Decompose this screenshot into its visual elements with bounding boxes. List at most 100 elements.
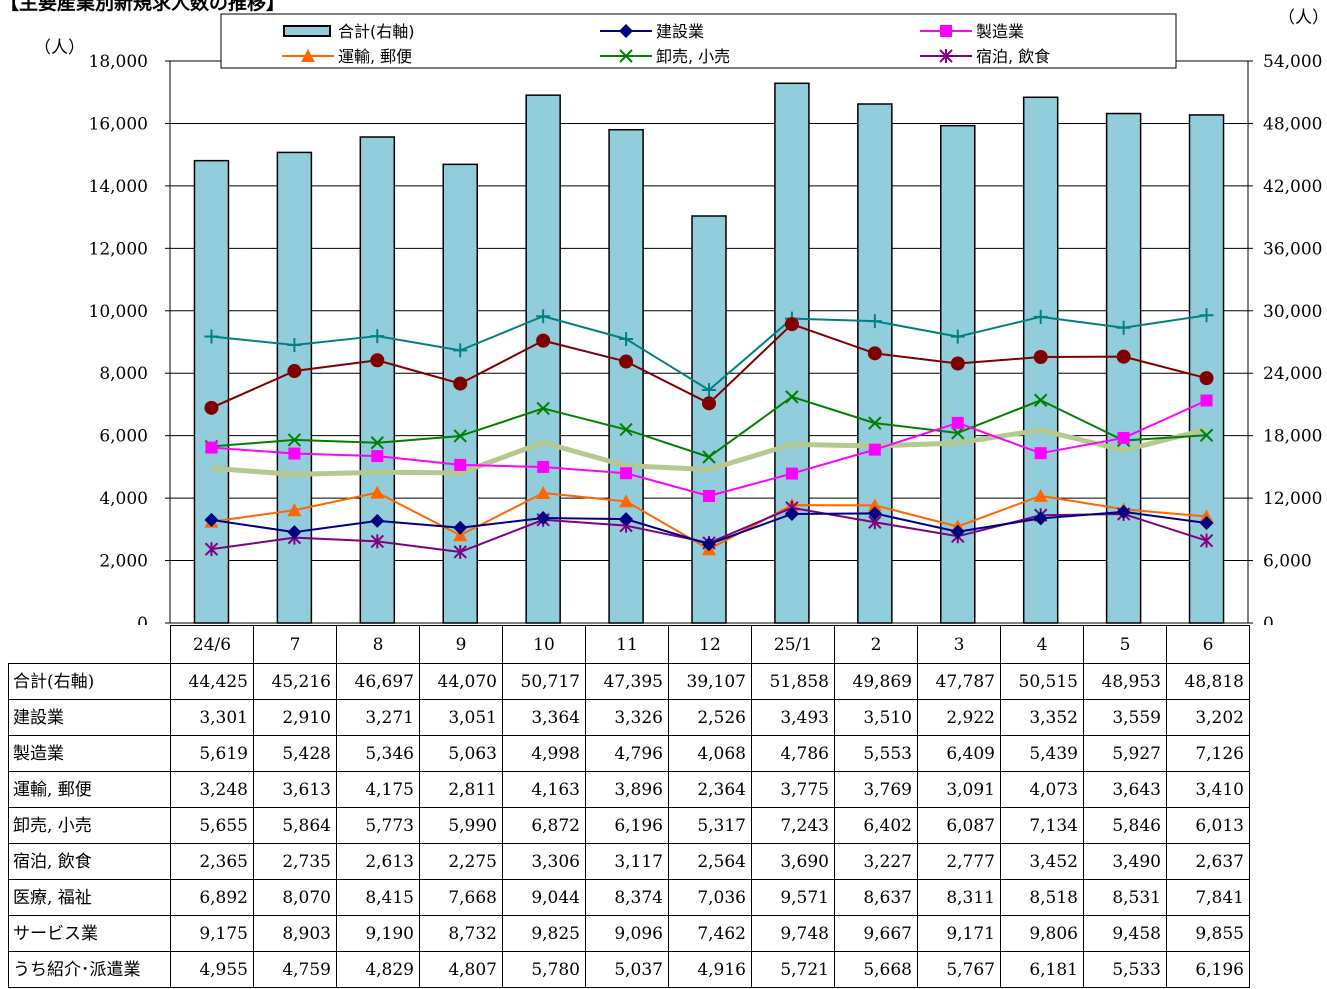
left-tick-label: 14,000 (89, 177, 148, 197)
table-cell: 48,818 (1166, 663, 1250, 700)
table-cell: 5,846 (1083, 807, 1167, 844)
point-lodging (204, 542, 219, 557)
table-cell: 3,559 (1083, 699, 1167, 736)
table-cell: 3,510 (834, 699, 918, 736)
point-medical (867, 346, 882, 361)
table-cell: 4,955 (170, 951, 254, 988)
legend-box (220, 13, 1177, 69)
right-tick-label: 30,000 (1263, 302, 1322, 322)
category-label: 7 (253, 625, 337, 664)
point-service (370, 329, 385, 344)
table-cell: 6,013 (1166, 807, 1250, 844)
point-construction (204, 512, 219, 527)
table-cell: 5,428 (253, 735, 337, 772)
legend-swatch-total (283, 25, 331, 37)
category-label: 5 (1083, 625, 1167, 664)
table-cell: 3,690 (751, 843, 835, 880)
table-cell: 6,196 (585, 807, 669, 844)
point-manufacturing (868, 443, 881, 456)
point-service (287, 338, 302, 353)
table-cell: 8,415 (336, 879, 420, 916)
table-cell: 44,070 (419, 663, 503, 700)
right-tick-label: 0 (1263, 614, 1274, 625)
row-label: 運輸, 郵便 (8, 771, 171, 808)
point-manufacturing (785, 467, 798, 480)
table-cell: 50,515 (1000, 663, 1084, 700)
left-tick-label: 2,000 (99, 552, 148, 572)
left-tick-label: 6,000 (99, 427, 148, 447)
left-tick-label: 12,000 (89, 239, 148, 259)
point-construction (702, 537, 716, 552)
table-cell: 2,526 (668, 699, 752, 736)
point-transport (1033, 488, 1048, 502)
point-medical (1199, 371, 1214, 386)
right-axis-unit: （人） (1278, 8, 1327, 28)
table-cell: 6,196 (1166, 951, 1250, 988)
legend-label: 運輸, 郵便 (338, 47, 412, 66)
table-cell: 5,767 (917, 951, 1001, 988)
bar-total (940, 124, 976, 624)
point-manufacturing (454, 458, 467, 471)
table-row: 宿泊, 飲食 2,365 2,735 2,613 2,275 3,306 3,117 2,56… (8, 843, 1250, 880)
table-cell: 4,807 (419, 951, 503, 988)
table-row: 医療, 福祉 6,892 8,070 8,415 7,668 9,044 8,374 7,03… (8, 879, 1250, 916)
point-manufacturing (1117, 431, 1130, 444)
table-cell: 6,402 (834, 807, 918, 844)
table-cell: 8,903 (253, 915, 337, 952)
row-label: 製造業 (8, 735, 171, 772)
table-cell: 2,735 (253, 843, 337, 880)
row-label: 合計(右軸) (8, 663, 171, 700)
point-construction (867, 506, 882, 521)
table-row: うち紹介･派遣業 4,955 4,759 4,829 4,807 5,780 5,037 4,… (8, 951, 1250, 988)
table-cell: 3,410 (1166, 771, 1250, 808)
table-cell: 8,311 (917, 879, 1001, 916)
table-cell: 5,668 (834, 951, 918, 988)
point-service (453, 343, 468, 358)
point-wholesale (702, 450, 716, 464)
point-wholesale (868, 416, 882, 430)
bar-total (608, 128, 644, 624)
data-table: 24/6 7 8 9 10 11 12 25/1 2 3 4 5 6 合計(右軸) 44,425 45,216… (8, 625, 1250, 988)
point-transport (370, 485, 385, 499)
table-cell: 47,787 (917, 663, 1001, 700)
category-label: 8 (336, 625, 420, 664)
left-tick-label: 10,000 (89, 302, 148, 322)
table-cell: 2,922 (917, 699, 1001, 736)
series-manufacturing (205, 394, 1213, 502)
row-label: 建設業 (8, 699, 171, 736)
table-cell: 3,490 (1083, 843, 1167, 880)
legend-label: 宿泊, 飲食 (976, 47, 1050, 66)
table-cell: 3,896 (585, 771, 669, 808)
table-cell: 7,841 (1166, 879, 1250, 916)
left-axis-unit: （人） (34, 38, 85, 58)
point-manufacturing (371, 450, 384, 463)
table-cell: 3,769 (834, 771, 918, 808)
table-cell: 7,243 (751, 807, 835, 844)
table-cell: 9,806 (1000, 915, 1084, 952)
category-label: 2 (834, 625, 918, 664)
table-cell: 3,091 (917, 771, 1001, 808)
right-tick-label: 6,000 (1263, 552, 1312, 572)
table-cell: 49,869 (834, 663, 918, 700)
table-cell: 5,553 (834, 735, 918, 772)
row-label: 医療, 福祉 (8, 879, 171, 916)
right-tick-label: 24,000 (1263, 364, 1322, 384)
legend-label: 卸売, 小売 (656, 47, 730, 66)
point-manufacturing (620, 467, 633, 480)
table-cell: 9,571 (751, 879, 835, 916)
table-cell: 3,301 (170, 699, 254, 736)
point-service (1116, 320, 1131, 335)
table-cell: 5,317 (668, 807, 752, 844)
table-cell: 3,117 (585, 843, 669, 880)
table-cell: 7,462 (668, 915, 752, 952)
table-cell: 9,190 (336, 915, 420, 952)
point-wholesale (619, 422, 633, 437)
legend-label: 建設業 (656, 22, 704, 41)
point-medical (536, 333, 551, 348)
table-cell: 6,087 (917, 807, 1001, 844)
point-construction (370, 513, 385, 528)
table-cell: 2,564 (668, 843, 752, 880)
right-tick-label: 36,000 (1263, 239, 1322, 259)
table-cell: 8,732 (419, 915, 503, 952)
